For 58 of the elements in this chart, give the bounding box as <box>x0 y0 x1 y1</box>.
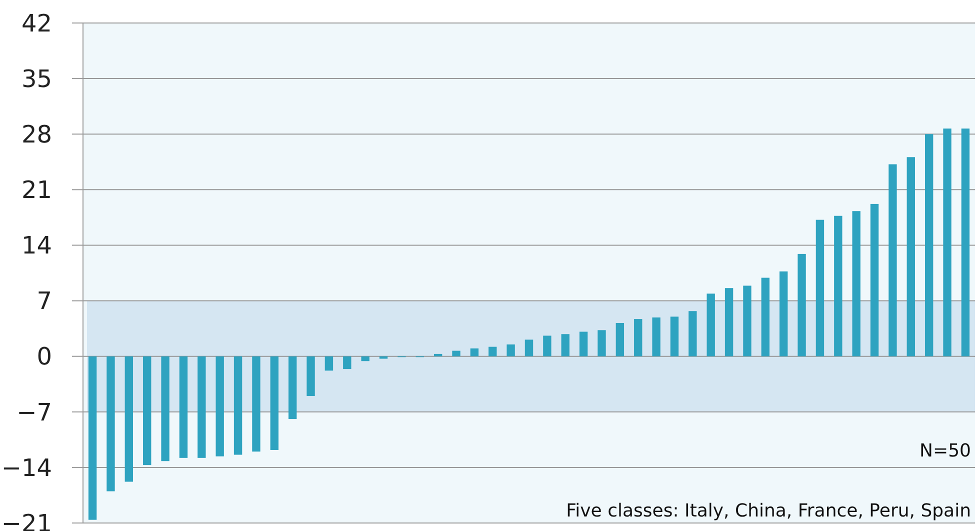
bar <box>780 271 788 356</box>
bar <box>88 356 97 520</box>
bar <box>361 356 370 362</box>
bar <box>888 164 897 356</box>
bar <box>452 350 460 356</box>
bar <box>306 356 315 396</box>
bar <box>470 348 479 356</box>
bar <box>906 157 915 356</box>
bar <box>524 340 534 356</box>
y-tick-label: 28 <box>21 120 52 149</box>
bar <box>761 278 770 356</box>
bar <box>816 220 824 356</box>
bar <box>488 346 497 356</box>
bar <box>198 356 206 458</box>
bar <box>724 288 734 356</box>
bar <box>652 317 660 356</box>
bar <box>670 316 679 356</box>
bar <box>252 356 260 452</box>
y-tick-label: 0 <box>36 342 52 371</box>
bar <box>270 356 278 450</box>
y-tick-label: −21 <box>1 509 52 531</box>
bar <box>106 356 115 492</box>
bar <box>579 332 588 356</box>
y-tick-label: −7 <box>16 398 52 426</box>
bar <box>143 356 152 466</box>
bar <box>234 356 242 455</box>
bar <box>834 216 842 356</box>
bar <box>634 319 642 356</box>
bar <box>616 323 624 356</box>
bar <box>943 128 952 356</box>
y-tick-label: 42 <box>21 9 52 38</box>
bar <box>343 356 352 370</box>
bar <box>324 356 334 371</box>
bar <box>161 356 170 462</box>
bar <box>598 330 606 356</box>
y-tick-label: 7 <box>36 287 52 316</box>
bar <box>870 204 879 356</box>
bar <box>543 336 552 356</box>
bar <box>506 344 515 356</box>
y-tick-label: 21 <box>21 176 52 204</box>
bar <box>434 354 442 356</box>
bar <box>743 286 752 356</box>
bar <box>216 356 224 456</box>
bar <box>124 356 134 482</box>
bar <box>798 254 806 356</box>
annotation: N=50 <box>920 440 971 462</box>
y-tick-label: 35 <box>21 64 52 93</box>
bar <box>961 128 970 356</box>
bar <box>924 134 934 356</box>
bar <box>179 356 188 458</box>
y-tick-label: −14 <box>1 454 52 482</box>
bar <box>852 211 860 356</box>
bar <box>288 356 297 420</box>
bar <box>561 334 570 356</box>
annotation: Five classes: Italy, China, France, Peru, Spain <box>566 500 971 522</box>
y-tick-label: 14 <box>21 232 52 260</box>
bar <box>688 311 697 356</box>
bar <box>706 294 715 356</box>
